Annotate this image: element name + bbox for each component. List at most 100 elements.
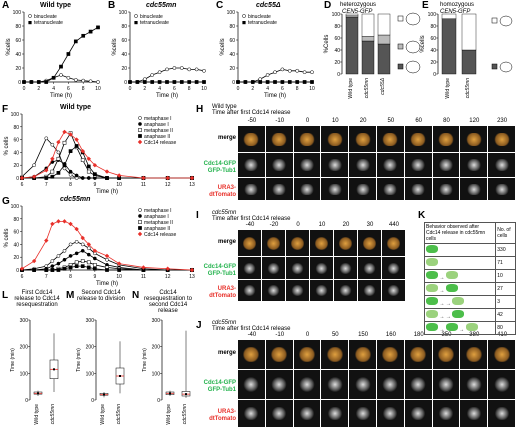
cell-signal bbox=[338, 262, 353, 274]
series-4-point bbox=[80, 235, 85, 241]
binucleate-point bbox=[295, 68, 300, 73]
cell-signal bbox=[271, 159, 288, 171]
panel-l-title: First Cdc14 release to Cdc14 resequestra… bbox=[14, 290, 60, 308]
series-4-point bbox=[104, 253, 110, 259]
merge-image bbox=[293, 340, 321, 369]
gfp-image bbox=[377, 370, 404, 399]
cell-signal bbox=[465, 347, 482, 362]
series-4-point bbox=[80, 148, 85, 154]
cell-signal bbox=[410, 159, 427, 171]
x-tick-label: 7 bbox=[45, 274, 48, 280]
cell-signal bbox=[271, 406, 288, 421]
time-label: 10 bbox=[318, 222, 326, 228]
panel-n-title: Cdc14 resequestration to second Cdc14 re… bbox=[143, 290, 193, 314]
merge-image bbox=[262, 230, 285, 256]
y-tick-label: 100 bbox=[332, 12, 341, 18]
y-tick-label: 40 bbox=[13, 242, 19, 248]
series-3-point bbox=[50, 174, 55, 179]
series-4-point bbox=[165, 175, 170, 181]
cell-signal bbox=[386, 285, 401, 296]
cell-signal bbox=[326, 406, 343, 421]
y-tick-label: 0 bbox=[16, 176, 19, 182]
y-tick-label: 200 bbox=[86, 345, 95, 351]
gfp-image bbox=[286, 257, 309, 279]
series-3-point bbox=[86, 265, 91, 270]
cell-signal bbox=[410, 132, 427, 146]
tetranucleate-point bbox=[142, 80, 147, 84]
series-0-line bbox=[21, 241, 192, 271]
x-tick-label: cdc55mn bbox=[116, 404, 122, 425]
panel-k-table: Behavior observed after Cdc14 release in… bbox=[423, 222, 516, 335]
cell-signal bbox=[298, 347, 316, 362]
row-label: URA3- dtTomato bbox=[200, 185, 236, 199]
binucleate-point bbox=[165, 67, 169, 72]
y-tick-label: 60 bbox=[229, 38, 235, 44]
y-tick-label: 100 bbox=[11, 204, 20, 210]
series-4-point bbox=[44, 238, 49, 243]
y-tick-label: 20 bbox=[13, 255, 19, 261]
cell-signal bbox=[298, 377, 316, 392]
tomato-image bbox=[460, 400, 488, 427]
tetranucleate-point bbox=[179, 80, 184, 84]
legend-label: Cdc14 release bbox=[144, 140, 176, 146]
cell-signal bbox=[410, 183, 427, 195]
cell-signal bbox=[271, 183, 288, 195]
tomato-image bbox=[262, 280, 285, 301]
series-3-point bbox=[56, 171, 61, 175]
tetranucleate-point bbox=[302, 80, 307, 84]
binucleate-point bbox=[310, 70, 314, 75]
cell-signal bbox=[271, 347, 288, 362]
series-3-point bbox=[68, 265, 73, 270]
tetranucleate-point bbox=[22, 80, 26, 84]
cell-signal bbox=[465, 159, 482, 171]
x-tick-label: 11 bbox=[141, 182, 146, 188]
cell-signal bbox=[338, 285, 353, 296]
tomato-image bbox=[358, 280, 381, 301]
y-tick-label: 80 bbox=[334, 24, 340, 30]
tomato-image bbox=[310, 280, 333, 301]
series-3-point bbox=[62, 266, 67, 271]
legend-label: anaphase I bbox=[144, 214, 169, 220]
merge-image bbox=[265, 126, 293, 152]
time-label: 20 bbox=[342, 222, 350, 228]
legend-marker bbox=[137, 231, 143, 237]
time-label: 20 bbox=[359, 118, 367, 124]
tomato-image bbox=[349, 178, 376, 200]
series-4-point bbox=[116, 173, 122, 178]
tomato-image bbox=[382, 280, 405, 301]
merge-image bbox=[238, 340, 265, 369]
cell-signal bbox=[386, 262, 401, 274]
y-tick-label: 0 bbox=[124, 80, 127, 86]
tomato-image bbox=[432, 178, 460, 200]
tetranucleate-point bbox=[66, 52, 71, 56]
legend-binucleate-marker bbox=[28, 14, 32, 18]
series-0-point bbox=[50, 142, 55, 147]
series-4-point bbox=[50, 156, 55, 161]
gfp-image bbox=[238, 153, 265, 177]
series-4-point bbox=[31, 258, 37, 264]
time-label: 10 bbox=[331, 118, 339, 124]
merge-image bbox=[432, 340, 460, 369]
tetranucleate-point bbox=[280, 80, 285, 84]
legend-tetranucleate: tetranucleate bbox=[248, 20, 277, 26]
time-label: 160 bbox=[385, 332, 396, 338]
binucleate-point bbox=[280, 67, 285, 72]
series-3-point bbox=[56, 268, 61, 272]
series-2-point bbox=[80, 259, 85, 263]
panel-a-title: Wild type bbox=[40, 2, 72, 9]
y-tick-label: 300 bbox=[152, 318, 161, 324]
binucleate-point bbox=[187, 67, 192, 72]
x-tick-label: 10 bbox=[201, 86, 207, 92]
series-2-point bbox=[62, 140, 67, 145]
x-tick-label: cdc55mn bbox=[364, 78, 370, 99]
cell-signal bbox=[493, 132, 510, 146]
k-count: 71 bbox=[495, 256, 516, 270]
series-4-point bbox=[68, 221, 73, 227]
series-3-point bbox=[74, 264, 79, 269]
merge-image bbox=[460, 340, 488, 369]
tomato-image bbox=[432, 400, 460, 427]
cell-signal bbox=[354, 377, 371, 392]
x-tick-label: 11 bbox=[141, 274, 146, 280]
legend-label: metaphase I bbox=[144, 116, 172, 122]
series-0-point bbox=[80, 242, 85, 247]
